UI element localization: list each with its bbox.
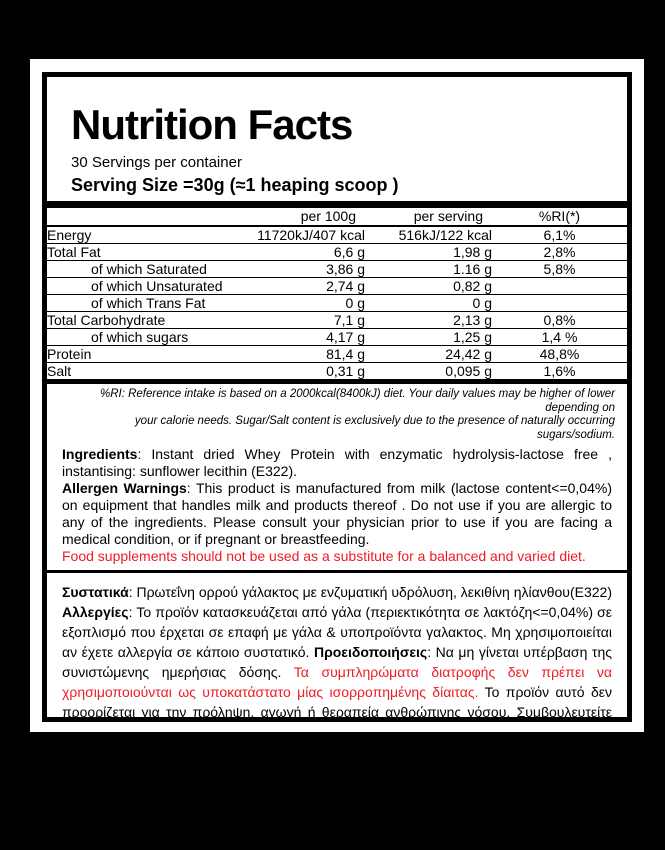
row-per-100g: 11720kJ/407 kcal: [247, 226, 365, 244]
row-per-100g: 3,86 g: [247, 260, 365, 278]
greek-closing-text: Το προϊόν αυτό δεν προορίζεται για την π…: [62, 684, 613, 720]
row-per-100g: 4,17 g: [247, 328, 365, 346]
row-per-100g: 6,6 g: [247, 243, 365, 261]
table-row-energy: Energy 11720kJ/407 kcal 516kJ/122 kcal 6…: [47, 226, 627, 244]
greek-section: Συστατικά: Πρωτεΐνη ορρού γάλακτος με εν…: [47, 582, 627, 720]
ri-footnote-line2: your calorie needs. Sugar/Salt content i…: [134, 415, 615, 441]
row-label: of which Trans Fat: [47, 294, 247, 312]
greek-ingredients-label: Συστατικά: [62, 584, 129, 600]
supplement-warning-en: Food supplements should not be used as a…: [62, 548, 586, 564]
greek-allergies-paragraph: Αλλεργίες: Το προϊόν κατασκευάζεται από …: [62, 602, 613, 720]
row-per-serving: 1,25 g: [365, 328, 492, 346]
row-per-serving: 516kJ/122 kcal: [365, 226, 492, 244]
row-label: Energy: [47, 226, 247, 244]
section-divider: [47, 570, 627, 573]
supplement-warning-el: Τα συμπληρώματα διατροφής δεν πρέπει να …: [62, 664, 612, 700]
row-label: Total Fat: [47, 243, 247, 261]
row-ri: 5,8%: [492, 260, 627, 278]
label-frame: Nutrition Facts 30 Servings per containe…: [42, 72, 632, 722]
row-ri: 6,1%: [492, 226, 627, 244]
row-per-serving: 0,095 g: [365, 362, 492, 380]
row-ri: 1,4 %: [492, 328, 627, 346]
greek-allergies-label: Αλλεργίες: [62, 604, 129, 620]
table-row-carbohydrate: Total Carbohydrate 7,1 g 2,13 g 0,8%: [47, 311, 627, 329]
row-per-serving: 1,98 g: [365, 243, 492, 261]
row-label: Salt: [47, 362, 247, 380]
row-per-serving: 2,13 g: [365, 311, 492, 329]
row-label: of which Saturated: [47, 260, 247, 278]
ingredients-paragraph: Ingredients: Instant dried Whey Protein …: [47, 446, 627, 480]
row-per-100g: 7,1 g: [247, 311, 365, 329]
row-per-100g: 0,31 g: [247, 362, 365, 380]
row-per-serving: 24,42 g: [365, 345, 492, 363]
ingredients-label: Ingredients: [62, 446, 138, 462]
row-label: of which Unsaturated: [47, 277, 247, 295]
header-divider-bar: [47, 201, 627, 208]
nutrition-label: Nutrition Facts 30 Servings per containe…: [30, 59, 644, 732]
row-ri: 1,6%: [492, 362, 627, 380]
row-label: of which sugars: [47, 328, 247, 346]
allergen-paragraph: Allergen Warnings: This product is manuf…: [47, 480, 627, 548]
ri-footnote: %RI: Reference intake is based on a 2000…: [47, 384, 627, 444]
serving-size: Serving Size =30g (≈1 heaping scoop ): [71, 175, 399, 195]
table-header-row: per 100g per serving %RI(*): [47, 208, 627, 227]
table-row-total-fat: Total Fat 6,6 g 1,98 g 2,8%: [47, 243, 627, 261]
table-row-unsaturated: of which Unsaturated 2,74 g 0,82 g: [47, 277, 627, 295]
greek-warnings-text: : Να μη γίνεται υπέρβαση της συνιστώμενη…: [62, 644, 612, 680]
greek-ingredients-text: : Πρωτεΐνη ορρού γάλακτος με ενζυματική …: [128, 584, 612, 600]
table-bottom-bar: [47, 380, 627, 384]
greek-allergies-text: : Το προϊόν κατασκευάζεται από γάλα (περ…: [62, 604, 612, 660]
table-row-saturated: of which Saturated 3,86 g 1.16 g 5,8%: [47, 260, 627, 278]
servings-per-container: 30 Servings per container: [71, 154, 242, 171]
row-label: Total Carbohydrate: [47, 311, 247, 329]
row-per-100g: 2,74 g: [247, 277, 365, 295]
row-ri: 0,8%: [492, 311, 627, 329]
allergen-label: Allergen Warnings: [62, 480, 187, 496]
column-header-ri: %RI(*): [492, 208, 627, 227]
row-ri: [492, 277, 627, 295]
row-per-serving: 1.16 g: [365, 260, 492, 278]
ri-footnote-line1: %RI: Reference intake is based on a 2000…: [99, 388, 615, 414]
column-header-per-100g: per 100g: [247, 208, 365, 227]
row-per-serving: 0 g: [365, 294, 492, 312]
allergen-text: : This product is manufactured from milk…: [62, 480, 612, 547]
row-per-serving: 0,82 g: [365, 277, 492, 295]
table-row-sugars: of which sugars 4,17 g 1,25 g 1,4 %: [47, 328, 627, 346]
row-ri: 48,8%: [492, 345, 627, 363]
row-label: Protein: [47, 345, 247, 363]
greek-ingredients-line: Συστατικά: Πρωτεΐνη ορρού γάλακτος με εν…: [62, 582, 612, 602]
table-row-trans-fat: of which Trans Fat 0 g 0 g: [47, 294, 627, 312]
row-per-100g: 0 g: [247, 294, 365, 312]
row-ri: 2,8%: [492, 243, 627, 261]
nutrition-table: per 100g per serving %RI(*) Energy 11720…: [47, 208, 627, 380]
column-header-empty: [47, 208, 247, 227]
page-title: Nutrition Facts: [71, 101, 353, 148]
ingredients-text: : Instant dried Whey Protein with enzyma…: [62, 446, 612, 479]
column-header-per-serving: per serving: [365, 208, 492, 227]
row-per-100g: 81,4 g: [247, 345, 365, 363]
row-ri: [492, 294, 627, 312]
table-row-salt: Salt 0,31 g 0,095 g 1,6%: [47, 362, 627, 380]
table-row-protein: Protein 81,4 g 24,42 g 48,8%: [47, 345, 627, 363]
greek-warnings-label: Προειδοποιήσεις: [313, 644, 428, 660]
label-header: Nutrition Facts 30 Servings per containe…: [47, 77, 627, 196]
